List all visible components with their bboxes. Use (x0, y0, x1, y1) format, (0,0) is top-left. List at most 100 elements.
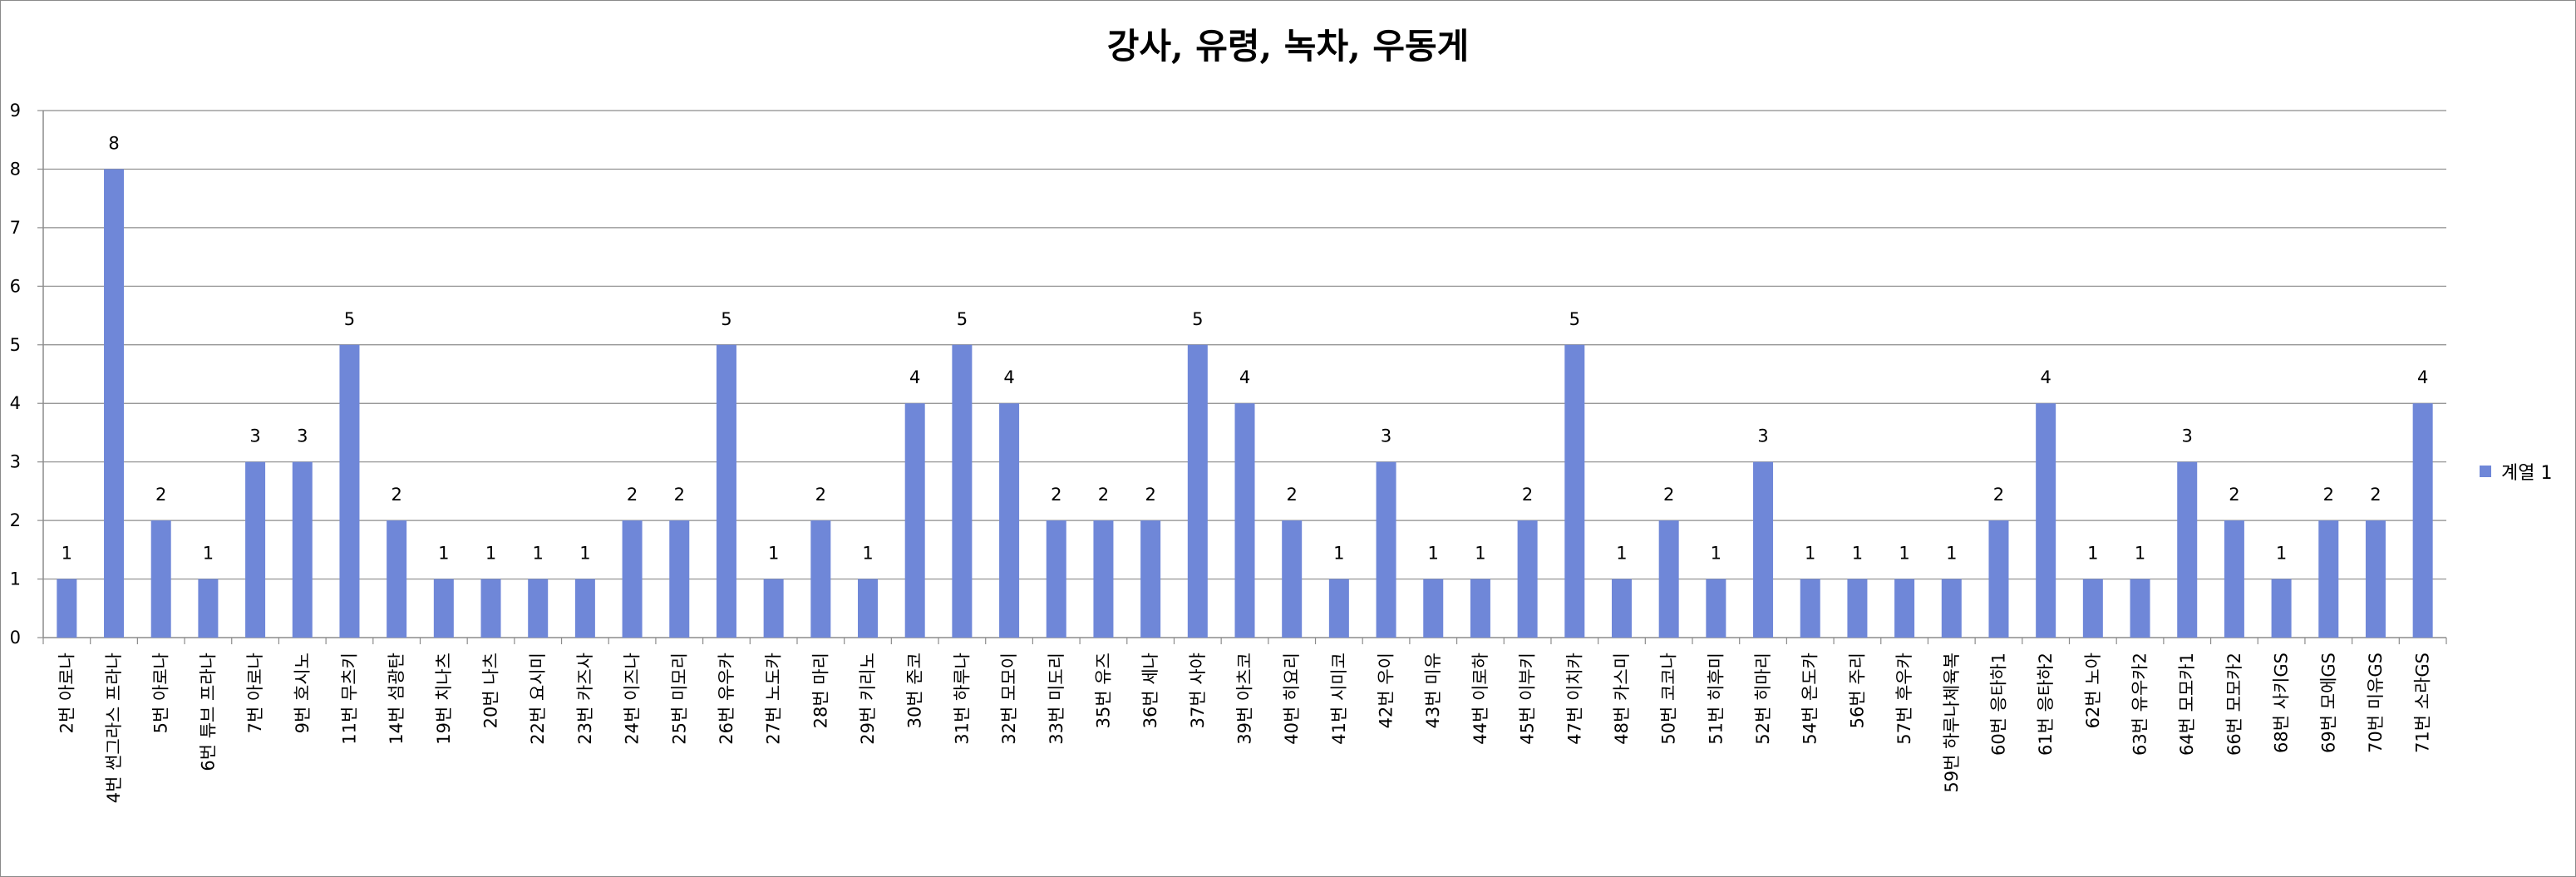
data-label: 2 (155, 485, 166, 505)
x-tick-label: 62번 노아 (2083, 653, 2103, 728)
x-tick-label: 22번 요시미 (528, 653, 548, 745)
bar (1517, 520, 1538, 638)
data-label: 1 (203, 544, 214, 564)
data-label: 2 (1145, 485, 1155, 505)
x-tick-label: 9번 호시노 (293, 653, 313, 733)
bar (858, 579, 879, 638)
x-tick-label: 66번 모모카2 (2224, 653, 2244, 756)
data-label: 2 (1098, 485, 1109, 505)
x-tick-label: 50번 코코나 (1659, 653, 1679, 745)
x-tick-label: 28번 마리 (810, 653, 830, 728)
x-tick-label: 54번 온도카 (1800, 653, 1820, 745)
data-label: 1 (1428, 544, 1439, 564)
x-tick-label: 19번 치나츠 (434, 653, 454, 745)
data-label: 3 (2182, 426, 2193, 446)
bar (1800, 579, 1820, 638)
x-tick-label: 4번 썬그라스 프라나 (104, 653, 124, 803)
bar (763, 579, 784, 638)
bar (1847, 579, 1868, 638)
x-tick-label: 6번 튜브 프라나 (198, 653, 218, 771)
bar (1564, 344, 1585, 638)
data-label: 1 (2087, 544, 2098, 564)
bar (669, 520, 690, 638)
x-tick-label: 56번 주리 (1847, 653, 1867, 728)
x-tick-label: 43번 미유 (1423, 653, 1443, 728)
bar (1423, 579, 1444, 638)
bar (1941, 579, 1962, 638)
bar (1282, 520, 1303, 638)
x-tick-label: 69번 모에GS (2318, 653, 2338, 753)
x-tick-label: 26번 유우카 (717, 653, 736, 745)
data-label: 4 (1239, 367, 1250, 387)
x-tick-label: 42번 우이 (1377, 653, 1396, 728)
chart-title: 강사, 유령, 녹차, 우동게 (1106, 26, 1470, 67)
bar (1093, 520, 1114, 638)
x-tick-label: 52번 히마리 (1753, 653, 1773, 745)
bar (1234, 403, 1255, 638)
data-label: 4 (2040, 367, 2051, 387)
data-label: 1 (2135, 544, 2145, 564)
data-label: 1 (579, 544, 590, 564)
x-tick-label: 39번 아츠코 (1235, 653, 1255, 745)
bar (2177, 461, 2198, 638)
data-label: 3 (249, 426, 260, 446)
x-tick-label: 31번 하루나 (952, 653, 972, 745)
bar (2036, 403, 2056, 638)
bar (1988, 520, 2009, 638)
bar (1187, 344, 1208, 638)
x-tick-label: 40번 히요리 (1282, 653, 1302, 745)
x-tick-label: 29번 키리노 (858, 653, 878, 745)
y-tick-label: 1 (10, 569, 21, 589)
data-label: 1 (862, 544, 873, 564)
y-tick-label: 6 (10, 276, 21, 296)
data-label: 2 (1993, 485, 2004, 505)
x-tick-label: 60번 응타하1 (1988, 653, 2008, 756)
data-label: 2 (391, 485, 401, 505)
bar (1894, 579, 1915, 638)
x-tick-label: 7번 아로나 (245, 653, 265, 733)
bar (952, 344, 973, 638)
bar (245, 461, 266, 638)
x-tick-label: 68번 사키GS (2272, 653, 2292, 753)
data-label: 3 (297, 426, 308, 446)
x-tick-label: 71번 소라GS (2413, 653, 2433, 753)
y-tick-label: 0 (10, 628, 21, 648)
x-tick-label: 48번 카스미 (1612, 653, 1632, 745)
data-label: 2 (815, 485, 826, 505)
y-tick-label: 8 (10, 159, 21, 179)
data-label: 2 (674, 485, 685, 505)
legend-label: 계열 1 (2501, 463, 2553, 484)
data-label: 2 (2323, 485, 2334, 505)
data-label: 1 (1805, 544, 1815, 564)
data-label: 8 (108, 133, 119, 153)
data-label: 3 (1381, 426, 1391, 446)
data-label: 2 (2229, 485, 2239, 505)
legend: 계열 1 (2480, 458, 2552, 485)
data-label: 1 (1475, 544, 1485, 564)
x-tick-label: 36번 세나 (1140, 653, 1160, 728)
data-label: 2 (1051, 485, 1061, 505)
data-label: 1 (533, 544, 544, 564)
x-tick-label: 11번 무츠키 (339, 653, 359, 745)
data-label: 1 (1616, 544, 1627, 564)
data-label: 5 (957, 309, 968, 329)
data-label: 2 (1522, 485, 1533, 505)
data-label: 1 (1946, 544, 1957, 564)
bar (2224, 520, 2244, 638)
bar (292, 461, 313, 638)
data-label: 2 (627, 485, 638, 505)
bar (1753, 461, 1774, 638)
bar (528, 579, 549, 638)
data-label: 1 (485, 544, 496, 564)
x-tick-label: 2번 아로나 (57, 653, 76, 733)
x-tick-label: 63번 유우카2 (2130, 653, 2150, 756)
bar (433, 579, 454, 638)
bar (2318, 520, 2339, 638)
legend-swatch (2480, 466, 2491, 477)
bar (339, 344, 360, 638)
x-tick-label: 59번 하루나체육복 (1942, 653, 1962, 793)
x-tick-label: 25번 미모리 (669, 653, 689, 745)
data-label: 3 (1757, 426, 1768, 446)
